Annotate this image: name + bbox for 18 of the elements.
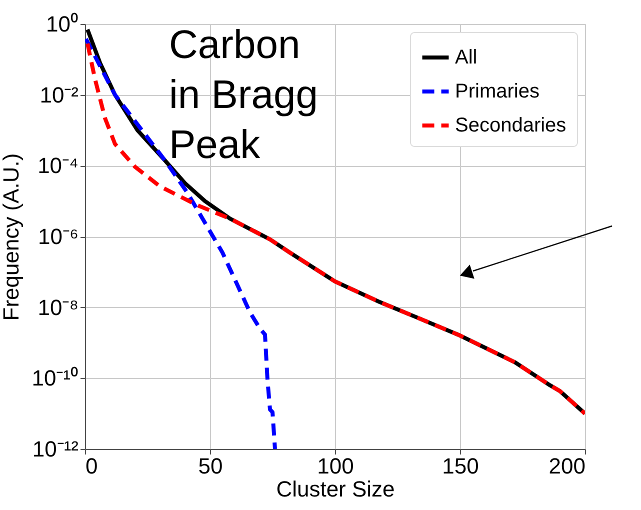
y-tick-label: 10⁻⁴ xyxy=(38,153,78,178)
x-tick-label: 50 xyxy=(198,454,223,478)
legend-label: Primaries xyxy=(455,80,540,102)
y-tick-label: 10⁻² xyxy=(40,82,78,108)
y-tick-label: 10⁻¹² xyxy=(32,436,78,462)
x-tick-label: 200 xyxy=(548,454,586,478)
x-axis-title: Cluster Size xyxy=(276,476,395,502)
y-tick-label: 10⁰ xyxy=(46,12,78,36)
legend-label: Secondaries xyxy=(455,114,566,136)
y-tick-label: 10⁻⁸ xyxy=(38,294,78,320)
y-tick-label: 10⁻¹⁰ xyxy=(32,366,78,391)
y-axis-title: Frequency (A.U.) xyxy=(0,153,24,321)
x-tick-label: 150 xyxy=(442,454,479,478)
legend-label: All xyxy=(455,46,478,68)
x-tick-label: 100 xyxy=(317,454,354,478)
y-tick-label: 10⁻⁶ xyxy=(38,224,78,249)
x-tick-label: 0 xyxy=(86,454,98,478)
annotation: Carbon in Bragg Peak xyxy=(169,23,318,167)
